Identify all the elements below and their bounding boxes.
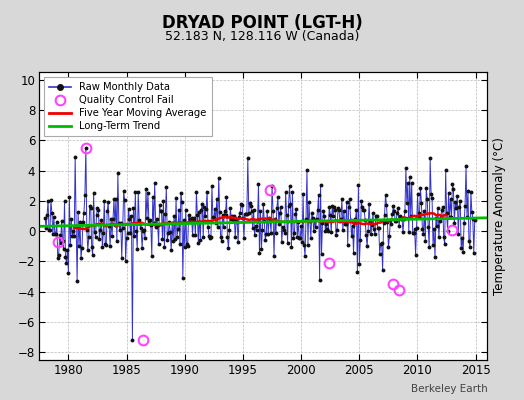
Y-axis label: Temperature Anomaly (°C): Temperature Anomaly (°C) [493,137,506,295]
Text: DRYAD POINT (LGT-H): DRYAD POINT (LGT-H) [161,14,363,32]
Text: 52.183 N, 128.116 W (Canada): 52.183 N, 128.116 W (Canada) [165,30,359,43]
Text: Berkeley Earth: Berkeley Earth [411,384,487,394]
Legend: Raw Monthly Data, Quality Control Fail, Five Year Moving Average, Long-Term Tren: Raw Monthly Data, Quality Control Fail, … [45,77,212,136]
